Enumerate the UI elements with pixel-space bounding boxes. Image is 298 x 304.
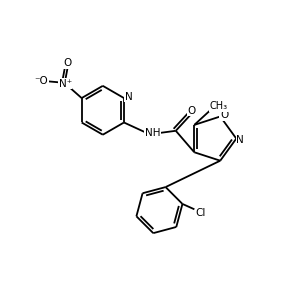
Text: N⁺: N⁺ <box>59 79 72 89</box>
Text: N: N <box>236 135 244 145</box>
Text: ⁻O: ⁻O <box>35 76 48 86</box>
Text: O: O <box>63 58 72 68</box>
Text: O: O <box>187 106 195 116</box>
Text: CH₃: CH₃ <box>209 101 228 111</box>
Text: N: N <box>125 92 133 102</box>
Text: O: O <box>220 110 228 120</box>
Text: NH: NH <box>145 128 160 138</box>
Text: Cl: Cl <box>196 208 206 218</box>
